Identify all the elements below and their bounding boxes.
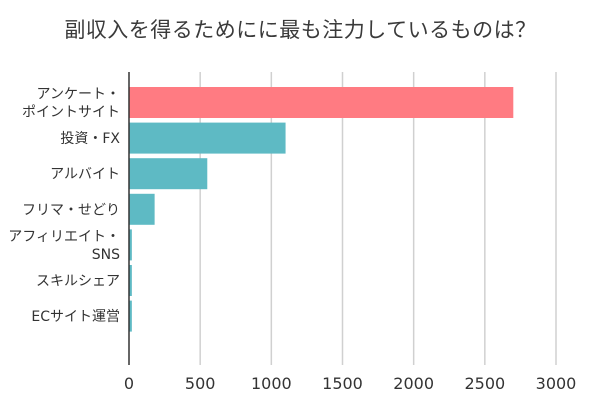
bar (129, 229, 132, 261)
category-label: アンケート・ポイントサイト (22, 87, 120, 121)
category-label: スキルシェア (36, 274, 120, 290)
x-tick-label: 0 (124, 374, 134, 393)
bar (129, 300, 132, 332)
chart-title: 副収入を得るためにに最も注力しているものは？ (64, 18, 537, 42)
category-label: ECサイト運営 (31, 309, 120, 325)
x-tick-label: 2000 (393, 374, 434, 393)
category-label: フリマ・せどり (22, 202, 120, 218)
bar (129, 122, 286, 154)
bar (129, 193, 155, 225)
x-tick-labels: 0 500 1000 1500 2000 2500 3000 (124, 374, 576, 393)
bar (129, 87, 514, 118)
category-label: 投資・FX (60, 131, 120, 147)
category-label: アフィリエイト・ SNS (8, 229, 120, 263)
category-label: アルバイト (50, 167, 120, 183)
x-tick-label: 2500 (464, 374, 505, 393)
grid-lines (199, 72, 557, 365)
bars (129, 87, 514, 332)
x-tick-label: 1500 (322, 374, 363, 393)
bar (129, 265, 132, 296)
x-tick-label: 1000 (251, 374, 292, 393)
x-tick-label: 3000 (536, 374, 577, 393)
x-tick-label: 500 (185, 374, 216, 393)
bar (129, 158, 208, 190)
